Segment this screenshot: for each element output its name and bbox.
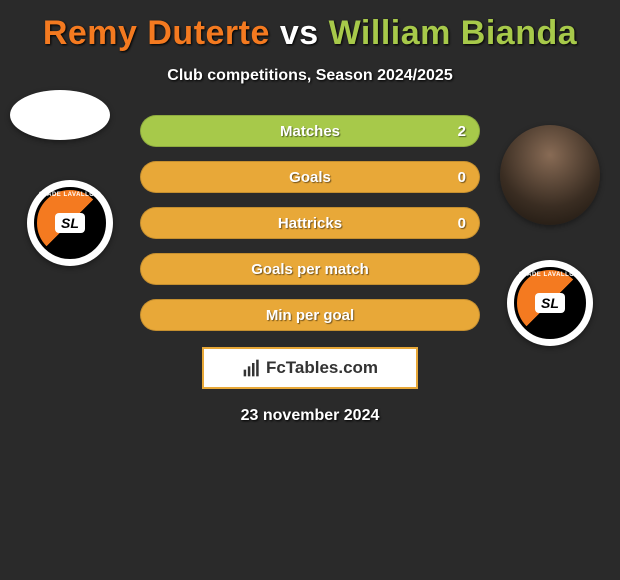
vs-text: vs xyxy=(280,14,319,52)
stat-row: Hattricks 0 xyxy=(140,207,480,239)
comparison-title: Remy Duterte vs William Bianda xyxy=(0,0,620,53)
chart-icon xyxy=(242,358,262,378)
stats-container: Matches 2 Goals 0 Hattricks 0 Goals per match M… xyxy=(0,115,620,331)
date-text: 23 november 2024 xyxy=(0,407,620,425)
watermark-text: FcTables.com xyxy=(266,358,378,378)
stat-label: Matches xyxy=(280,123,340,140)
player1-name: Remy Duterte xyxy=(43,14,270,52)
stat-value-right: 0 xyxy=(458,215,466,232)
stat-label: Goals xyxy=(289,169,331,186)
stat-row: Min per goal xyxy=(140,299,480,331)
subtitle: Club competitions, Season 2024/2025 xyxy=(0,67,620,85)
stat-label: Goals per match xyxy=(251,261,369,278)
stat-value-right: 0 xyxy=(458,169,466,186)
player2-name: William Bianda xyxy=(329,14,578,52)
stat-label: Hattricks xyxy=(278,215,342,232)
stat-row: Matches 2 xyxy=(140,115,480,147)
watermark-box: FcTables.com xyxy=(202,347,418,389)
stat-label: Min per goal xyxy=(266,307,354,324)
stat-row: Goals per match xyxy=(140,253,480,285)
stat-value-right: 2 xyxy=(458,123,466,140)
stat-row: Goals 0 xyxy=(140,161,480,193)
